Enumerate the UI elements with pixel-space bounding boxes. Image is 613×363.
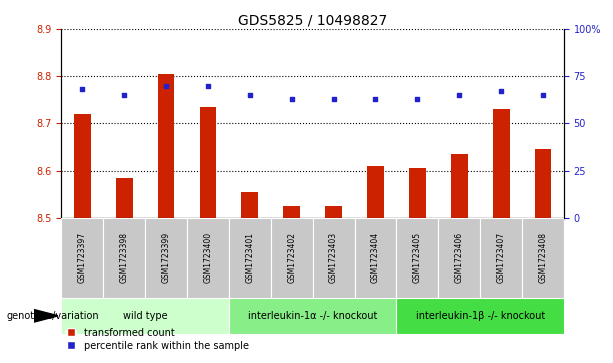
Bar xyxy=(271,218,313,298)
Point xyxy=(497,89,506,94)
Bar xyxy=(61,218,103,298)
Text: GSM1723407: GSM1723407 xyxy=(497,232,506,283)
Point xyxy=(538,92,548,98)
Text: interleukin-1β -/- knockout: interleukin-1β -/- knockout xyxy=(416,311,545,321)
Bar xyxy=(397,298,564,334)
Text: GSM1723398: GSM1723398 xyxy=(120,232,129,283)
Bar xyxy=(522,218,564,298)
Bar xyxy=(451,154,468,218)
Bar xyxy=(535,150,552,218)
Point xyxy=(329,96,338,102)
Bar xyxy=(313,218,354,298)
Text: GSM1723401: GSM1723401 xyxy=(245,232,254,283)
Text: wild type: wild type xyxy=(123,311,167,321)
Bar xyxy=(229,298,397,334)
Bar xyxy=(493,109,509,218)
Legend: transformed count, percentile rank within the sample: transformed count, percentile rank withi… xyxy=(66,328,249,351)
Text: GSM1723402: GSM1723402 xyxy=(287,232,296,283)
Bar xyxy=(187,218,229,298)
Point xyxy=(77,86,87,92)
Bar xyxy=(200,107,216,218)
Text: GSM1723397: GSM1723397 xyxy=(78,232,87,283)
Bar xyxy=(409,168,425,218)
Text: GSM1723400: GSM1723400 xyxy=(204,232,213,283)
Text: GSM1723399: GSM1723399 xyxy=(161,232,170,283)
Point xyxy=(119,92,129,98)
Bar xyxy=(397,218,438,298)
Bar xyxy=(145,218,187,298)
Point xyxy=(370,96,380,102)
Bar xyxy=(354,218,397,298)
Text: interleukin-1α -/- knockout: interleukin-1α -/- knockout xyxy=(248,311,378,321)
Point xyxy=(454,92,464,98)
Polygon shape xyxy=(34,309,58,322)
Point xyxy=(245,92,255,98)
Text: GSM1723403: GSM1723403 xyxy=(329,232,338,283)
Bar xyxy=(367,166,384,218)
Point xyxy=(161,83,171,89)
Bar xyxy=(242,192,258,218)
Point xyxy=(287,96,297,102)
Bar xyxy=(103,218,145,298)
Bar xyxy=(480,218,522,298)
Bar xyxy=(74,114,91,218)
Bar xyxy=(116,178,132,218)
Text: GSM1723404: GSM1723404 xyxy=(371,232,380,283)
Text: GSM1723405: GSM1723405 xyxy=(413,232,422,283)
Bar xyxy=(158,74,175,218)
Title: GDS5825 / 10498827: GDS5825 / 10498827 xyxy=(238,14,387,28)
Text: GSM1723408: GSM1723408 xyxy=(538,232,547,283)
Bar xyxy=(61,298,229,334)
Bar xyxy=(326,206,342,218)
Text: genotype/variation: genotype/variation xyxy=(6,311,99,321)
Point xyxy=(413,96,422,102)
Point xyxy=(203,83,213,89)
Bar xyxy=(438,218,480,298)
Text: GSM1723406: GSM1723406 xyxy=(455,232,464,283)
Bar xyxy=(229,218,271,298)
Bar xyxy=(283,206,300,218)
